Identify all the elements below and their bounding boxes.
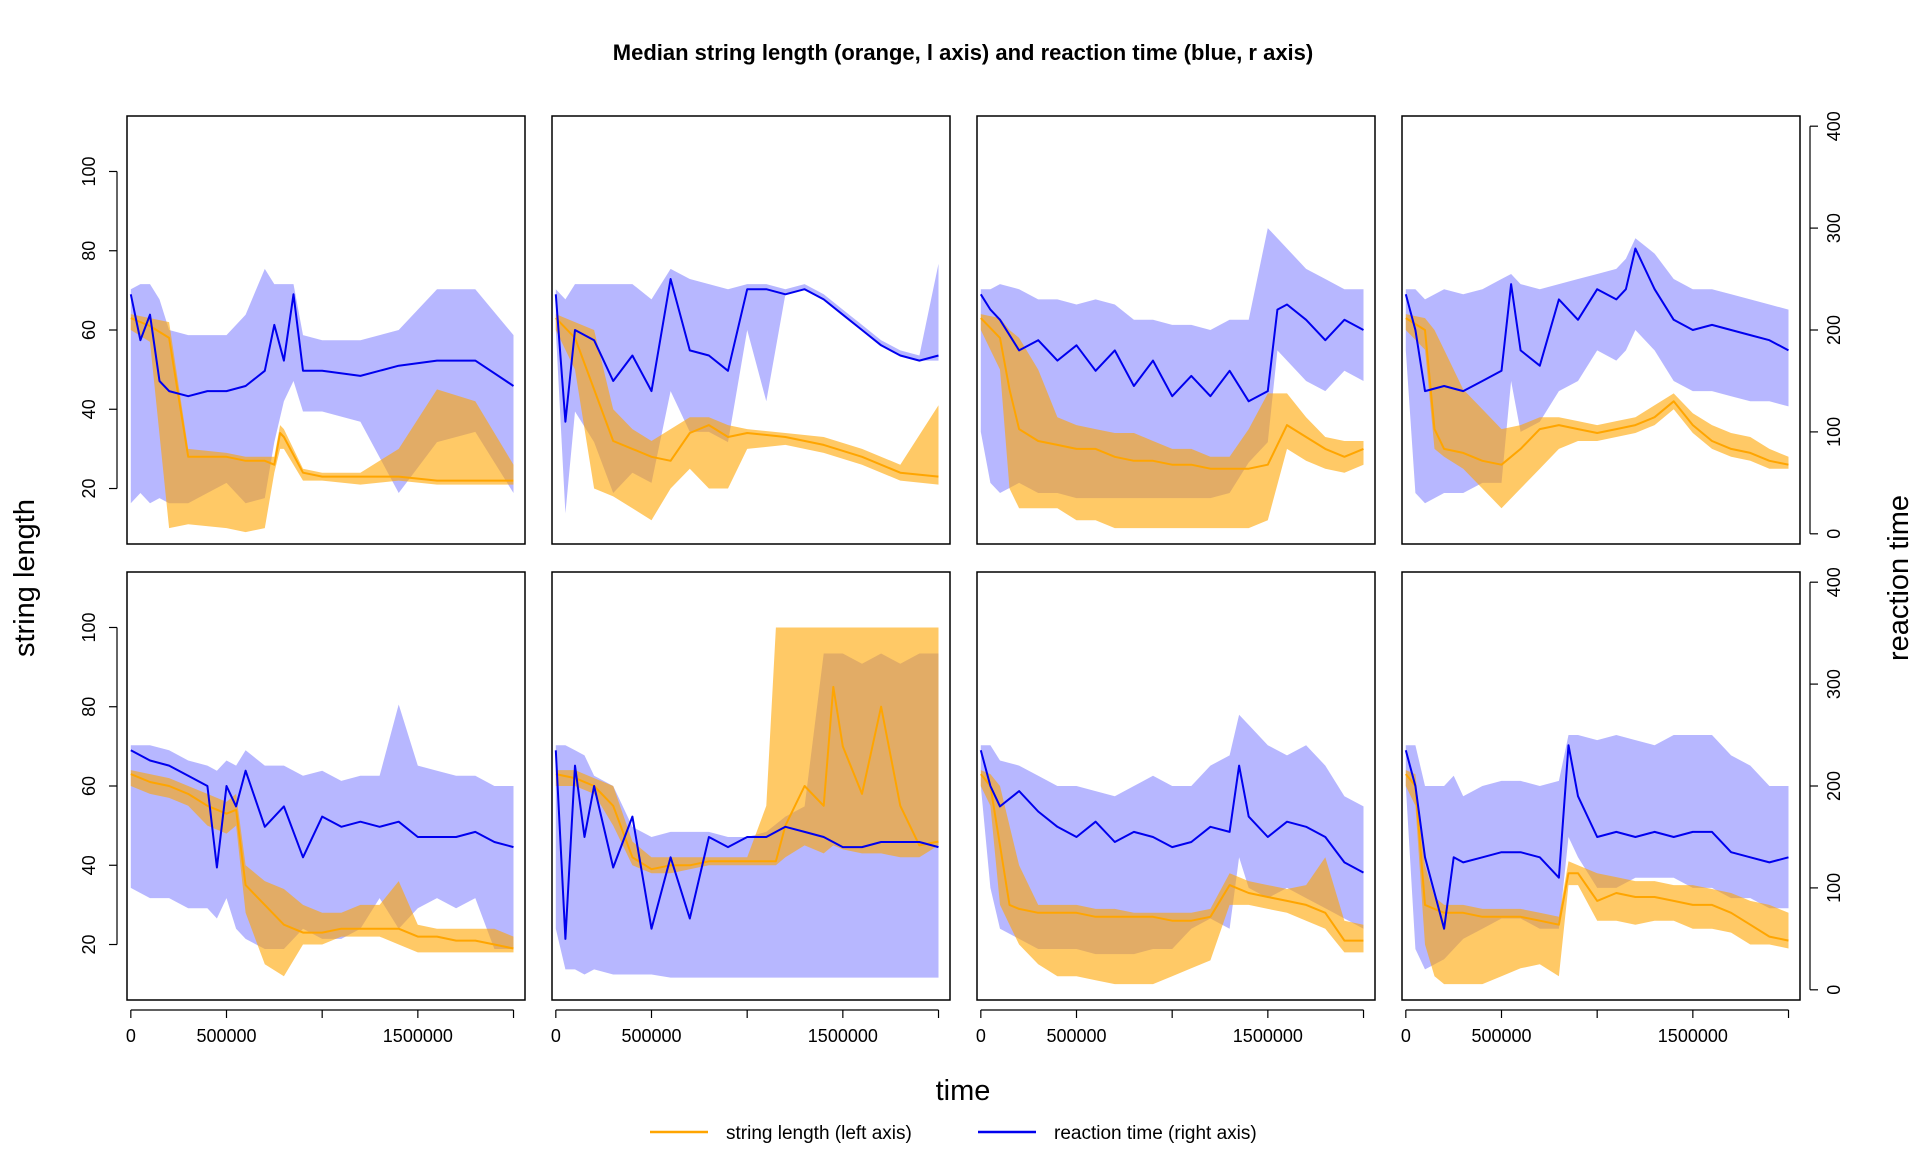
panel-6: 0 500000 1500000 (551, 571, 951, 1046)
y-tick-label-left: 60 (79, 320, 99, 340)
string-length-line (130, 773, 514, 950)
string-length-band (980, 770, 1364, 985)
x-axis-label: time (936, 1075, 991, 1107)
reaction-time-line (130, 749, 514, 869)
x-tick-label: 500000 (196, 1026, 256, 1046)
string-length-line (980, 773, 1364, 942)
panel-frame (1401, 115, 1801, 545)
panel-frame (1401, 571, 1801, 1001)
x-tick-label: 0 (551, 1026, 561, 1046)
x-tick-label: 0 (126, 1026, 136, 1046)
x-axis: 0 500000 1500000 (1401, 1009, 1790, 1046)
y-tick-label-left: 80 (79, 697, 99, 717)
panel-2 (551, 115, 951, 545)
panel-3 (976, 115, 1376, 545)
string-length-line (555, 317, 939, 478)
y-tick-label-right: 0 (1824, 529, 1844, 539)
x-tick-label: 1500000 (383, 1026, 453, 1046)
plot-area (979, 228, 1364, 529)
x-tick-label: 500000 (1046, 1026, 1106, 1046)
panel-frame (551, 571, 951, 1001)
y-tick-label-right: 400 (1824, 111, 1844, 141)
plot-area (1404, 735, 1789, 985)
string-length-band (1405, 314, 1789, 509)
y-tick-label-right: 0 (1824, 985, 1844, 995)
y-tick-label-right: 100 (1824, 873, 1844, 903)
x-tick-label: 0 (976, 1026, 986, 1046)
string-length-band (1405, 770, 1789, 985)
reaction-time-line (1404, 247, 1789, 393)
string-length-line (1405, 773, 1789, 942)
reaction-time-line (554, 750, 939, 940)
y-tick-label-right: 400 (1824, 567, 1844, 597)
y-axis-right: 0 100 200 300 400 (1809, 567, 1844, 995)
plot-area (979, 714, 1364, 985)
legend: string length (left axis) reaction time … (650, 1123, 1257, 1144)
string-length-line (1405, 317, 1789, 466)
y-tick-label-right: 200 (1824, 771, 1844, 801)
panel-frame (126, 115, 526, 545)
reaction-time-band (130, 704, 514, 949)
plot-area (129, 268, 515, 533)
reaction-time-line (979, 293, 1364, 403)
string-length-band (980, 314, 1364, 529)
plot-area (1404, 238, 1789, 509)
string-length-line (130, 317, 514, 482)
reaction-time-line (979, 750, 1364, 874)
y-tick-label-left: 40 (79, 855, 99, 875)
panel-7: 0 500000 1500000 (976, 571, 1376, 1046)
x-tick-label: 500000 (1471, 1026, 1531, 1046)
string-length-line (555, 685, 939, 871)
panel-8: 0 500000 1500000 0 100 200 300 400 (1401, 567, 1844, 1046)
y-tick-label-left: 80 (79, 241, 99, 261)
string-length-band (555, 627, 939, 874)
x-axis: 0 500000 1500000 (551, 1009, 940, 1046)
panel-1: 20 40 60 80 100 (79, 115, 526, 545)
x-axis: 0 500000 1500000 (976, 1009, 1365, 1046)
y-tick-label-right: 300 (1824, 213, 1844, 243)
panel-4: 0 100 200 300 400 (1401, 111, 1844, 545)
legend-label-string-length: string length (left axis) (726, 1123, 912, 1144)
panel-frame (976, 571, 1376, 1001)
string-length-band (555, 314, 939, 521)
y-tick-label-right: 100 (1824, 417, 1844, 447)
y-tick-label-left: 100 (79, 612, 99, 642)
panel-frame (551, 115, 951, 545)
string-length-line (980, 317, 1364, 470)
plot-area (554, 263, 939, 521)
x-tick-label: 1500000 (1233, 1026, 1303, 1046)
y-axis-left-label: string length (9, 499, 41, 657)
x-tick-label: 0 (1401, 1026, 1411, 1046)
y-axis-left: 20 40 60 80 100 (79, 156, 118, 499)
panel-5: 0 500000 1500000 20 40 60 80 100 (79, 571, 526, 1046)
y-tick-label-left: 40 (79, 399, 99, 419)
y-tick-label-left: 60 (79, 776, 99, 796)
reaction-time-line (129, 293, 515, 398)
panel-frame (976, 115, 1376, 545)
chart-title: Median string length (orange, l axis) an… (613, 40, 1313, 65)
y-axis-left: 20 40 60 80 100 (79, 612, 118, 955)
plot-area (130, 704, 514, 977)
legend-label-reaction-time: reaction time (right axis) (1054, 1123, 1257, 1144)
reaction-time-line (1404, 744, 1789, 930)
y-tick-label-left: 20 (79, 934, 99, 954)
panel-frame (126, 571, 526, 1001)
y-axis-right: 0 100 200 300 400 (1809, 111, 1844, 539)
y-tick-label-right: 300 (1824, 669, 1844, 699)
string-length-band (130, 770, 514, 977)
x-tick-label: 500000 (621, 1026, 681, 1046)
y-tick-label-left: 20 (79, 478, 99, 498)
x-tick-label: 1500000 (1658, 1026, 1728, 1046)
x-axis: 0 500000 1500000 (126, 1009, 515, 1046)
y-axis-right-label: reaction time (1883, 495, 1915, 661)
plot-area (554, 627, 939, 978)
y-tick-label-right: 200 (1824, 315, 1844, 345)
x-tick-label: 1500000 (808, 1026, 878, 1046)
reaction-time-line (554, 278, 939, 423)
y-tick-label-left: 100 (79, 156, 99, 186)
